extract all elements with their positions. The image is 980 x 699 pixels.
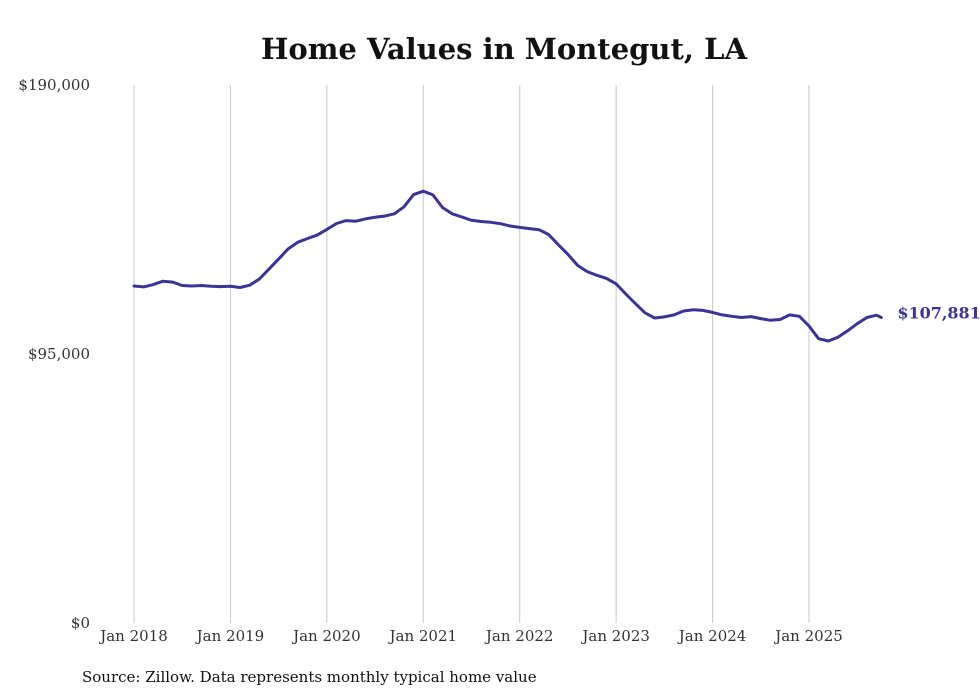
series-layer: $107,881: [132, 189, 980, 343]
y-tick-label: $95,000: [28, 345, 90, 363]
source-note: Source: Zillow. Data represents monthly …: [82, 668, 537, 686]
y-tick-label: $190,000: [18, 76, 90, 94]
x-tick-label: Jan 2023: [580, 627, 650, 645]
x-tick-label: Jan 2021: [388, 627, 458, 645]
vertical-gridlines: [133, 85, 810, 623]
x-tick-label: Jan 2022: [484, 627, 554, 645]
y-tick-label: $0: [71, 614, 90, 632]
x-tick-label: Jan 2018: [98, 627, 168, 645]
y-axis-tick-labels: $0 $95,000 $190,000: [18, 76, 90, 632]
x-axis-tick-labels: Jan 2018 Jan 2019 Jan 2020 Jan 2021 Jan 2022…: [98, 627, 843, 645]
x-tick-label: Jan 2020: [291, 627, 361, 645]
x-tick-label: Jan 2019: [195, 627, 265, 645]
x-tick-label: Jan 2025: [773, 627, 843, 645]
chart-title: Home Values in Montegut, LA: [261, 32, 747, 66]
series-line: [132, 189, 883, 343]
x-tick-label: Jan 2024: [677, 627, 747, 645]
last-value-label: $107,881: [897, 304, 980, 323]
